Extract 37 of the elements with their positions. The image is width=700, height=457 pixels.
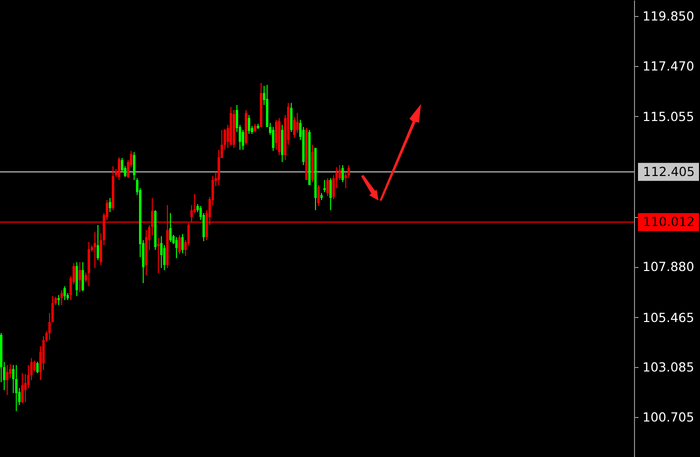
candlestick [132, 152, 136, 180]
candlestick [96, 224, 100, 261]
y-tick-label: 100.705 [642, 410, 694, 425]
candlestick [120, 157, 124, 173]
candlestick [272, 126, 274, 152]
candlestick [21, 372, 24, 404]
candlestick [274, 119, 278, 150]
ref-line-label: 112.405 [643, 164, 695, 179]
candlestick [218, 149, 220, 186]
candlestick [293, 116, 296, 138]
candlestick [169, 212, 172, 243]
candlestick [15, 364, 18, 412]
y-tick-label: 117.470 [642, 58, 694, 74]
candlestick [60, 290, 63, 306]
candlestick [290, 102, 293, 133]
candlestick [157, 238, 160, 274]
candlestick [118, 156, 120, 180]
candlestick [82, 262, 84, 292]
y-tick-label: 119.850 [642, 8, 694, 24]
candlestick [160, 236, 163, 268]
candlestick [341, 164, 344, 183]
candlestick [296, 112, 299, 134]
y-tick-label: 103.085 [642, 360, 694, 375]
candlestick [94, 232, 96, 268]
candlestick [6, 364, 8, 396]
candlestick [57, 294, 60, 306]
candlestick [329, 178, 332, 211]
ref-line-label: 110.012 [643, 214, 695, 230]
candlestick [323, 179, 326, 193]
y-tick-label: 115.055 [642, 108, 694, 124]
candlestick [88, 242, 90, 287]
candlestick [326, 178, 329, 197]
candlestick [63, 286, 66, 301]
candlestick [78, 262, 81, 293]
y-tick-label: 107.880 [642, 259, 694, 274]
candlestick [33, 360, 36, 372]
y-tick-label: 105.465 [642, 310, 694, 325]
